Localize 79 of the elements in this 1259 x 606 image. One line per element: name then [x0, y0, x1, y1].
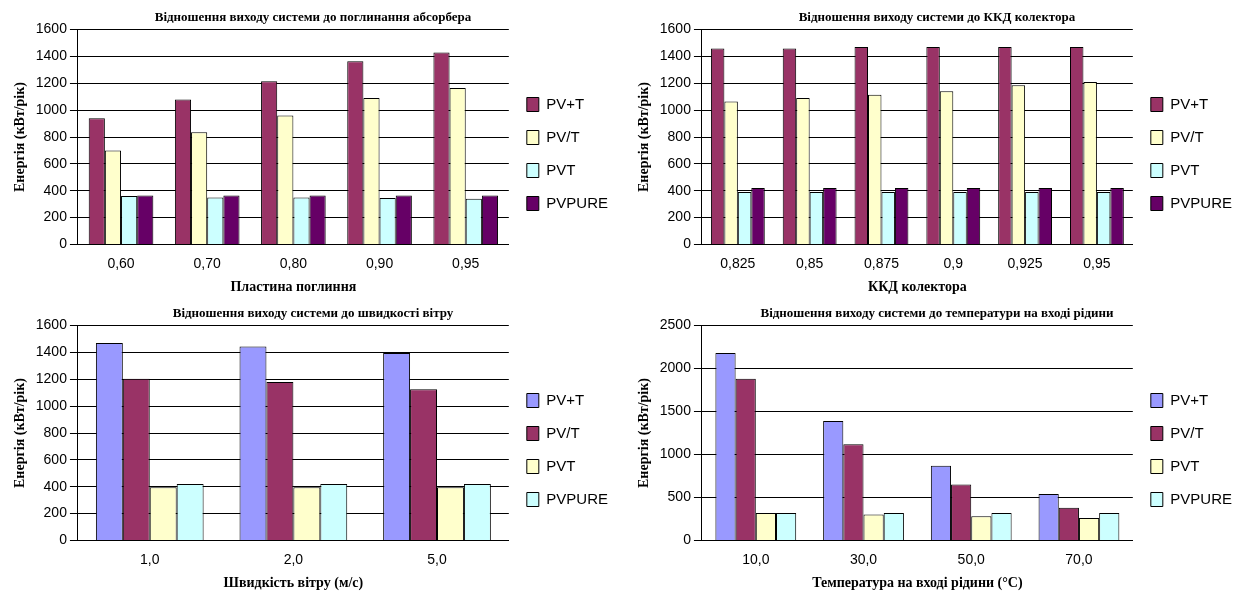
x-tick-label: 70,0	[1065, 550, 1093, 567]
chart-title: Відношення виходу системи до температури на вході рідини	[760, 305, 1115, 321]
x-tick-label: 0,95	[452, 254, 480, 271]
x-axis-title: Швидкість вітру (м/с)	[223, 575, 364, 592]
y-tick-label: 1200	[35, 370, 68, 387]
y-tick-label: 1000	[35, 101, 68, 118]
y-tick-label: 1000	[659, 445, 692, 462]
y-axis-title: Енергія (кВт/рік)	[636, 81, 653, 192]
x-tick-label: 0,70	[193, 254, 222, 271]
x-tick-label: 1,0	[140, 550, 160, 567]
legend-label: PVT	[1170, 160, 1200, 178]
legend-label: PV/T	[546, 423, 580, 441]
y-tick-label: 1400	[35, 343, 68, 360]
legend-label: PV+T	[1170, 390, 1209, 408]
y-tick-label: 800	[43, 423, 68, 440]
y-tick-label: 1400	[659, 47, 692, 64]
y-tick-label: 1600	[659, 20, 692, 37]
chart-title: Відношення виходу системи до поглинання абсорбера	[154, 9, 472, 25]
y-tick-label: 0	[683, 531, 692, 548]
y-axis-title: Енергія (кВт/рік)	[636, 377, 653, 488]
y-tick-label: 1200	[659, 74, 692, 91]
y-tick-label: 500	[667, 488, 692, 505]
x-axis-title: ККД колектора	[868, 279, 967, 295]
y-tick-label: 0	[59, 531, 68, 548]
legend-label: PV+T	[546, 390, 585, 408]
x-tick-label: 0,85	[796, 254, 824, 271]
y-tick-label: 0	[683, 235, 692, 252]
x-tick-label: 0,60	[107, 254, 135, 271]
legend-label: PVT	[546, 456, 576, 474]
legend-label: PV/T	[1170, 127, 1204, 145]
legend-label: PVPURE	[546, 489, 608, 507]
x-tick-label: 10,0	[742, 550, 770, 567]
legend-label: PV/T	[546, 127, 580, 145]
y-tick-label: 400	[43, 477, 68, 494]
y-axis-title: Енергія (кВт/рік)	[12, 81, 29, 192]
y-tick-label: 2500	[659, 316, 692, 333]
y-tick-label: 2000	[659, 359, 692, 376]
y-tick-label: 1500	[659, 402, 692, 419]
y-tick-label: 1400	[35, 47, 68, 64]
y-tick-label: 400	[43, 181, 68, 198]
legend-label: PVPURE	[1170, 489, 1232, 507]
y-tick-label: 800	[667, 127, 692, 144]
x-tick-label: 30,0	[849, 550, 878, 567]
x-tick-label: 2,0	[283, 550, 304, 567]
legend-label: PVPURE	[546, 193, 608, 211]
legend-label: PV+T	[1170, 94, 1209, 112]
x-tick-label: 5,0	[427, 550, 447, 567]
y-tick-label: 1600	[35, 316, 68, 333]
chart-title: Відношення виходу системи до швидкості вітру	[172, 305, 454, 321]
y-axis-title: Енергія (кВт/рік)	[12, 377, 29, 488]
legend-label: PVPURE	[1170, 193, 1232, 211]
y-tick-label: 1600	[35, 20, 68, 37]
y-tick-label: 0	[59, 235, 68, 252]
y-tick-label: 1200	[35, 74, 68, 91]
legend-label: PVT	[546, 160, 576, 178]
y-tick-label: 200	[667, 208, 692, 225]
y-tick-label: 800	[43, 127, 68, 144]
y-tick-label: 1000	[659, 101, 692, 118]
x-tick-label: 0,9	[943, 254, 964, 271]
y-tick-label: 600	[667, 154, 692, 171]
legend-label: PV+T	[546, 94, 585, 112]
y-tick-label: 200	[43, 504, 68, 521]
legend-label: PV/T	[1170, 423, 1204, 441]
legend-label: PVT	[1170, 456, 1200, 474]
y-tick-label: 400	[667, 181, 692, 198]
x-tick-label: 0,925	[1007, 254, 1043, 271]
x-tick-label: 0,90	[365, 254, 394, 271]
x-tick-label: 0,95	[1083, 254, 1111, 271]
y-tick-label: 600	[43, 154, 68, 171]
x-axis-title: Пластина поглиння	[230, 279, 357, 295]
x-axis-title: Температура на вході рідини (°C)	[812, 575, 1023, 592]
chart-title: Відношення виходу системи до ККД колектора	[798, 9, 1076, 25]
y-tick-label: 200	[43, 208, 68, 225]
x-tick-label: 50,0	[957, 550, 986, 567]
x-tick-label: 0,825	[720, 254, 756, 271]
x-tick-label: 0,875	[863, 254, 900, 271]
y-tick-label: 1000	[35, 397, 68, 414]
y-tick-label: 600	[43, 450, 68, 467]
x-tick-label: 0,80	[279, 254, 308, 271]
